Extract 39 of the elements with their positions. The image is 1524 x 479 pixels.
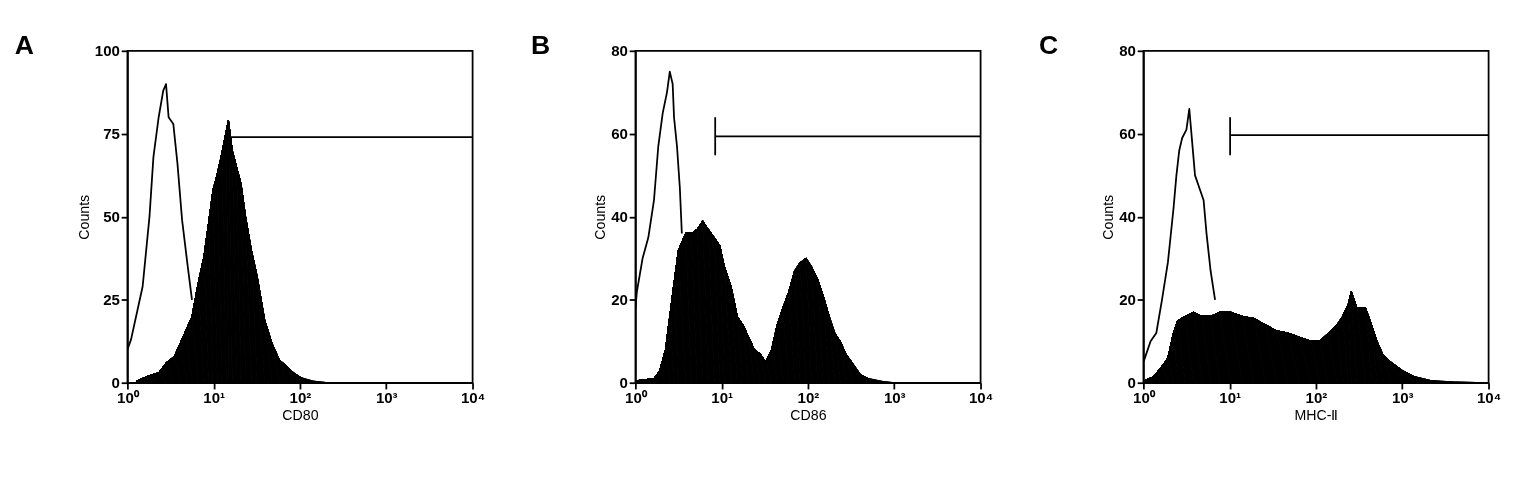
y-tick-label: 60 — [611, 124, 628, 142]
x-tick-label: 10⁴ — [460, 388, 486, 406]
y-tick-label: 75 — [103, 124, 120, 142]
y-tick-label: 60 — [1119, 124, 1136, 142]
y-tick-label: 0 — [111, 373, 120, 391]
x-tick-label: 10² — [289, 388, 312, 406]
y-tick-label: 80 — [611, 41, 628, 59]
chart-title: A — [14, 29, 34, 60]
y-tick-label: 0 — [1127, 373, 1136, 391]
x-tick-label: 10⁴ — [968, 388, 994, 406]
x-tick-label: 10⁴ — [1476, 388, 1502, 406]
chart-title: B — [531, 29, 551, 60]
y-tick-label: 20 — [611, 290, 628, 308]
x-tick-label: 10² — [797, 388, 820, 406]
x-axis-title: CD80 — [282, 407, 319, 424]
y-tick-label: 40 — [1119, 207, 1136, 225]
y-tick-label: 20 — [1119, 290, 1136, 308]
y-tick-label: 25 — [103, 290, 120, 308]
x-axis-title: CD86 — [790, 407, 827, 424]
y-tick-label: 40 — [611, 207, 628, 225]
x-tick-label: 10⁰ — [117, 388, 140, 406]
y-axis-title: Counts — [591, 194, 608, 240]
y-axis-title: Counts — [1099, 194, 1116, 240]
x-axis-title: MHC-Ⅱ — [1294, 407, 1339, 424]
x-tick-label: 10⁰ — [625, 388, 648, 406]
x-tick-label: 10³ — [1391, 388, 1414, 406]
x-tick-label: 10¹ — [711, 388, 734, 406]
y-axis-title: Counts — [75, 194, 92, 240]
x-tick-label: 10¹ — [203, 388, 226, 406]
y-tick-label: 50 — [103, 207, 120, 225]
y-tick-label: 0 — [619, 373, 628, 391]
chart-title: C — [1039, 29, 1059, 60]
x-tick-label: 10¹ — [1219, 388, 1242, 406]
x-tick-label: 10³ — [375, 388, 398, 406]
x-tick-label: 10³ — [883, 388, 906, 406]
x-tick-label: 10⁰ — [1133, 388, 1156, 406]
y-tick-label: 80 — [1119, 41, 1136, 59]
y-tick-label: 100 — [94, 41, 120, 59]
x-tick-label: 10² — [1305, 388, 1328, 406]
